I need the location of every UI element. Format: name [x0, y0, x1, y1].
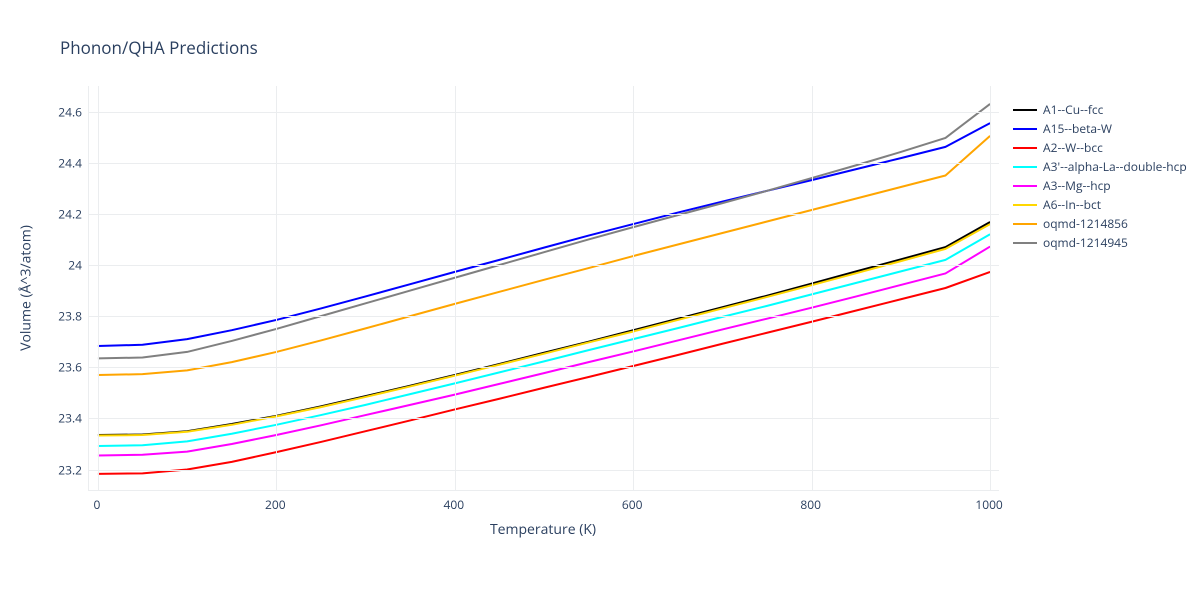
series-line[interactable] [98, 123, 990, 346]
gridline-vertical [98, 86, 99, 490]
gridline-vertical [812, 86, 813, 490]
x-tick-label: 1000 [975, 496, 1002, 513]
legend-swatch [1013, 128, 1037, 130]
y-tick-label: 24.2 [50, 205, 82, 222]
gridline-horizontal [89, 112, 999, 113]
x-tick-label: 200 [265, 496, 286, 513]
legend-label: A3--Mg--hcp [1043, 177, 1111, 194]
gridline-vertical [633, 86, 634, 490]
legend-item[interactable]: A1--Cu--fcc [1013, 100, 1187, 119]
x-tick-label: 400 [443, 496, 464, 513]
legend-swatch [1013, 185, 1037, 187]
gridline-horizontal [89, 214, 999, 215]
legend-swatch [1013, 242, 1037, 244]
legend-swatch [1013, 109, 1037, 111]
chart-lines [89, 86, 999, 490]
legend-item[interactable]: oqmd-1214856 [1013, 214, 1187, 233]
gridline-horizontal [89, 470, 999, 471]
y-tick-label: 23.2 [50, 461, 82, 478]
y-tick-label: 24 [50, 256, 82, 273]
legend-label: A2--W--bcc [1043, 139, 1103, 156]
y-tick-label: 23.4 [50, 410, 82, 427]
legend-label: oqmd-1214945 [1043, 234, 1128, 251]
legend-item[interactable]: A6--In--bct [1013, 195, 1187, 214]
legend-swatch [1013, 147, 1037, 149]
series-line[interactable] [98, 136, 990, 375]
gridline-horizontal [89, 316, 999, 317]
gridline-horizontal [89, 367, 999, 368]
y-tick-label: 24.6 [50, 103, 82, 120]
y-tick-label: 23.8 [50, 308, 82, 325]
legend-label: A15--beta-W [1043, 120, 1112, 137]
x-axis-label: Temperature (K) [490, 520, 596, 539]
x-tick-label: 800 [800, 496, 821, 513]
legend-item[interactable]: A15--beta-W [1013, 119, 1187, 138]
x-tick-label: 600 [622, 496, 643, 513]
legend-label: A3'--alpha-La--double-hcp [1043, 158, 1187, 175]
legend-label: A1--Cu--fcc [1043, 101, 1103, 118]
legend-swatch [1013, 204, 1037, 206]
legend-item[interactable]: A3'--alpha-La--double-hcp [1013, 157, 1187, 176]
y-tick-label: 24.4 [50, 154, 82, 171]
legend-label: oqmd-1214856 [1043, 215, 1128, 232]
gridline-vertical [276, 86, 277, 490]
legend: A1--Cu--fcc A15--beta-W A2--W--bcc A3'--alp… [1013, 100, 1187, 252]
x-tick-label: 0 [93, 496, 100, 513]
gridline-horizontal [89, 163, 999, 164]
series-line[interactable] [98, 104, 990, 358]
y-axis-label: Volume (Å^3/atom) [17, 225, 36, 351]
legend-label: A6--In--bct [1043, 196, 1101, 213]
legend-swatch [1013, 223, 1037, 225]
legend-item[interactable]: oqmd-1214945 [1013, 233, 1187, 252]
legend-swatch [1013, 166, 1037, 168]
gridline-horizontal [89, 418, 999, 419]
legend-item[interactable]: A3--Mg--hcp [1013, 176, 1187, 195]
y-tick-label: 23.6 [50, 359, 82, 376]
gridline-vertical [455, 86, 456, 490]
legend-item[interactable]: A2--W--bcc [1013, 138, 1187, 157]
gridline-horizontal [89, 265, 999, 266]
series-line[interactable] [98, 222, 990, 435]
plot-area [88, 86, 999, 491]
gridline-vertical [990, 86, 991, 490]
chart-title: Phonon/QHA Predictions [60, 36, 258, 59]
